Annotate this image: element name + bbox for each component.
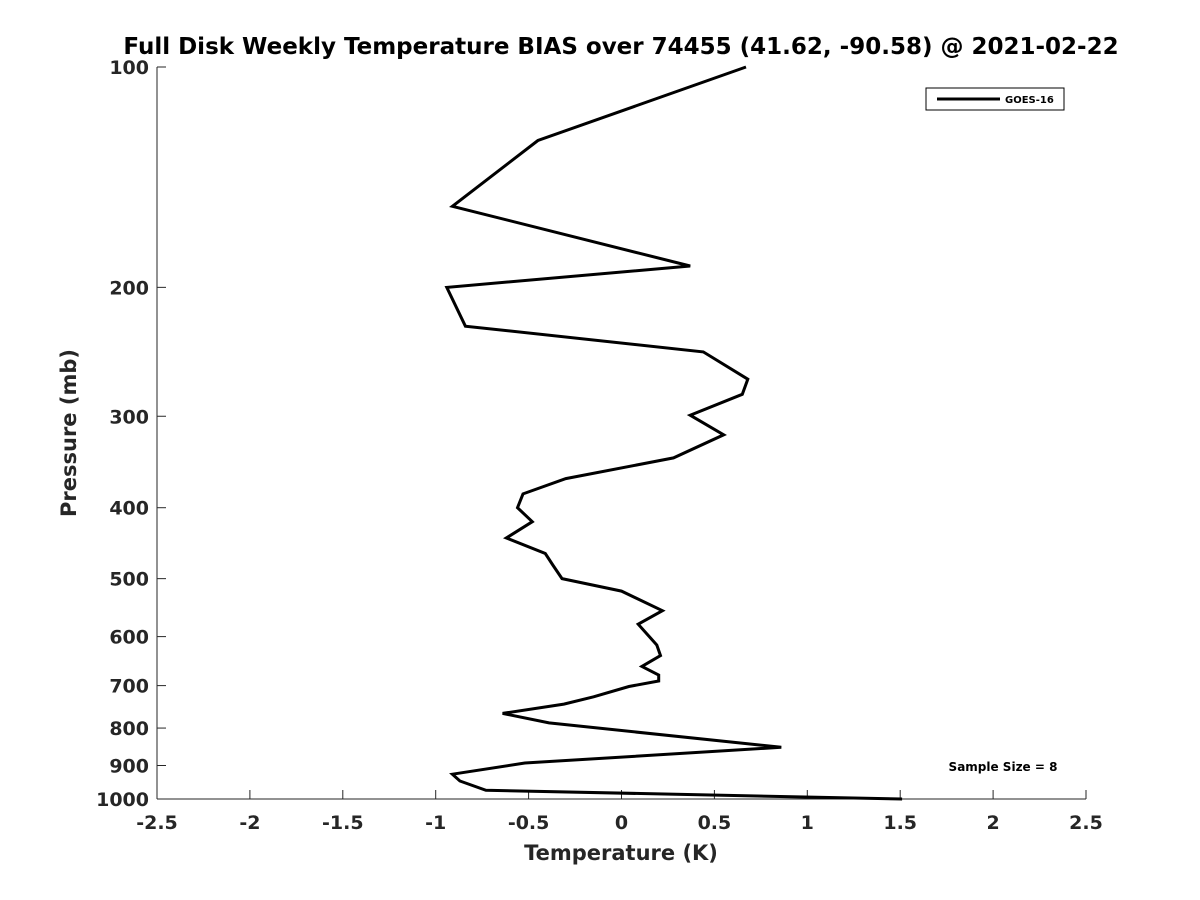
y-axis-label: Pressure (mb) [57,349,81,517]
y-tick-label: 400 [109,498,149,520]
x-tick-label: -1 [425,812,446,834]
x-tick-label: 0 [615,812,628,834]
x-tick-label: 1 [801,812,814,834]
y-tick-label: 1000 [96,789,149,811]
x-tick-label: -2 [239,812,260,834]
y-tick-label: 100 [109,57,149,79]
x-tick-label: 2 [986,812,999,834]
sample-size-annotation: Sample Size = 8 [949,760,1058,774]
x-axis-ticks: -2.5 -2 -1.5 -1 -0.5 0 0.5 1 1.5 2 2.5 [136,790,1103,834]
y-axis-ticks: 100 200 300 400 500 600 700 800 900 1000 [96,57,166,811]
legend: GOES-16 [925,87,1065,111]
x-tick-label: -1.5 [322,812,364,834]
y-tick-label: 700 [109,676,149,698]
x-tick-label: -2.5 [136,812,178,834]
y-tick-label: 200 [109,277,149,299]
x-tick-label: 0.5 [698,812,732,834]
x-tick-label: 2.5 [1069,812,1103,834]
y-tick-label: 800 [109,718,149,740]
y-tick-label: 600 [109,627,149,649]
x-tick-label: 1.5 [883,812,917,834]
chart-title: Full Disk Weekly Temperature BIAS over 7… [123,34,1118,60]
y-tick-label: 300 [109,406,149,428]
series-layer [444,65,903,801]
legend-label-goes-16: GOES-16 [1005,95,1054,106]
x-axis-label: Temperature (K) [524,841,718,865]
y-tick-label: 900 [109,756,149,778]
x-tick-label: -0.5 [508,812,550,834]
series-line-goes-16 [444,65,903,801]
y-tick-label: 500 [109,569,149,591]
